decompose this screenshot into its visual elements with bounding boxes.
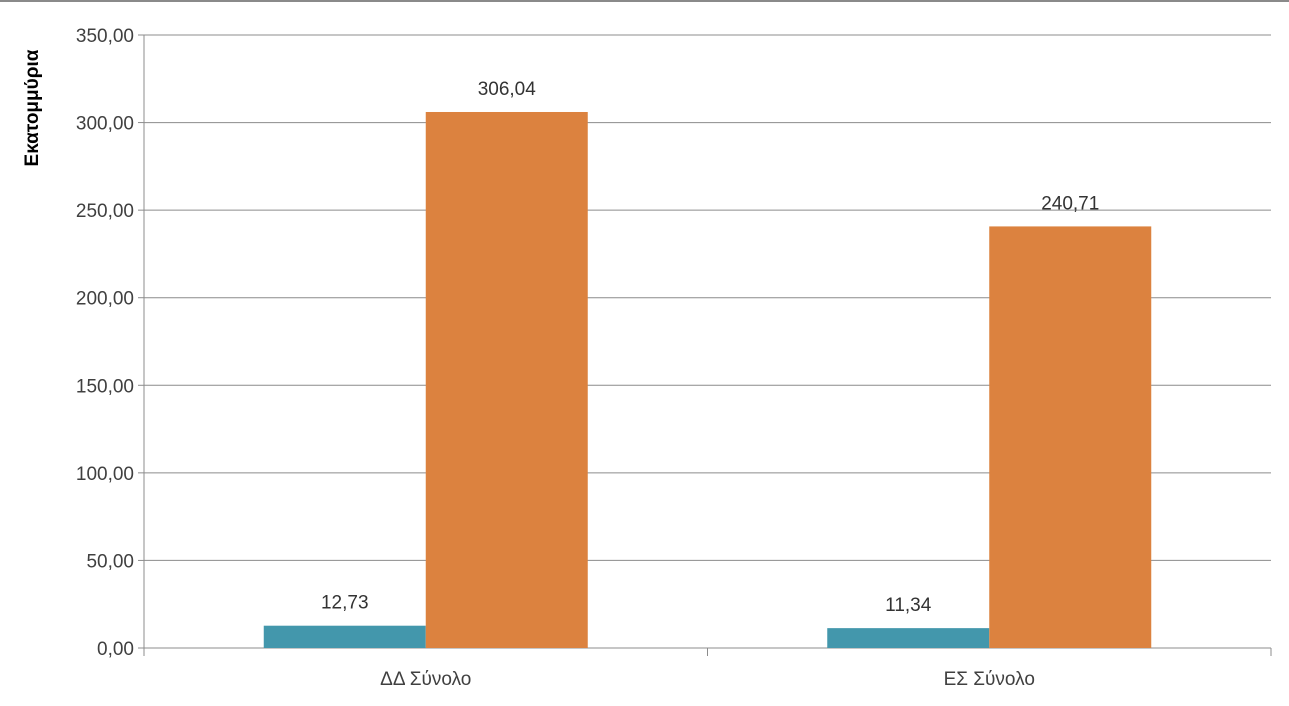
data-label: 11,34: [885, 595, 932, 616]
y-tick-label: 100,00: [76, 464, 134, 485]
bars: [263, 111, 1152, 648]
bar-series-2: [989, 226, 1152, 648]
bar-series-1: [827, 628, 990, 648]
data-label: 12,73: [321, 593, 369, 614]
y-tick-label: 300,00: [76, 114, 134, 135]
y-tick-label: 250,00: [76, 201, 134, 222]
y-tick-label: 50,00: [86, 551, 134, 572]
y-axis-title: Εκατομμύρια: [22, 49, 43, 166]
x-tick-label: ΔΔ Σύνολο: [380, 669, 471, 690]
data-label: 240,71: [1041, 193, 1099, 214]
labels: 0,00 50,00 100,00 150,00 200,00 250,00 300,00 3…: [76, 26, 1099, 690]
top-border-line: [0, 0, 1289, 2]
y-tick-label: 150,00: [76, 376, 134, 397]
y-tick-label: 200,00: [76, 289, 134, 310]
x-tick-label: ΕΣ Σύνολο: [944, 669, 1035, 690]
y-tick-label: 350,00: [76, 26, 134, 47]
bar-series-2: [425, 111, 588, 648]
y-tick-label: 0,00: [97, 639, 134, 660]
bar-series-1: [263, 625, 426, 648]
data-label: 306,04: [478, 79, 537, 100]
